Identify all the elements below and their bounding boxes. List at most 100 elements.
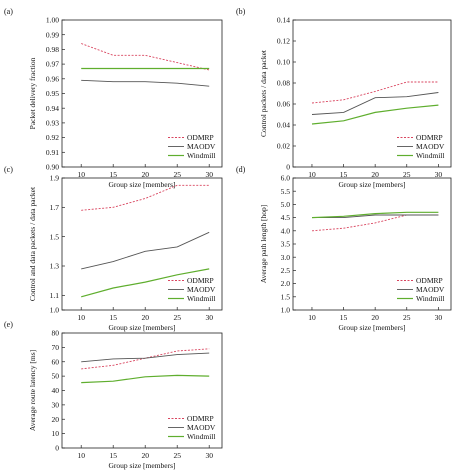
panel-label: (d) bbox=[236, 165, 246, 174]
y-tick-label: 5.0 bbox=[281, 200, 291, 209]
x-tick-label: 30 bbox=[205, 170, 213, 179]
plot-frame bbox=[292, 19, 452, 168]
y-tick-label: 1.5 bbox=[281, 292, 291, 301]
x-tick-label: 15 bbox=[109, 451, 117, 460]
y-axis-label: Control and data packets / data packet bbox=[28, 186, 37, 301]
panel-label: (e) bbox=[4, 320, 13, 329]
legend-label: MAODV bbox=[187, 285, 216, 294]
y-tick-label: 0.06 bbox=[277, 100, 290, 109]
y-tick-label: 0.08 bbox=[277, 79, 290, 88]
chart-panel: (e) 0 10 20 30 40 50 60 70 80 10 15 20 25 30 Group size… bbox=[4, 320, 223, 470]
y-tick-label: 0.91 bbox=[46, 148, 59, 157]
series-line-odmrp bbox=[311, 81, 439, 104]
x-tick-label: 10 bbox=[308, 170, 316, 179]
legend-label: MAODV bbox=[187, 423, 216, 432]
plot-frame bbox=[61, 177, 223, 311]
y-tick-label: 0.99 bbox=[46, 30, 59, 39]
x-axis-label: Group size [members] bbox=[338, 323, 405, 332]
y-axis-label: Control packets / data packet bbox=[259, 49, 268, 137]
x-tick-label: 10 bbox=[77, 170, 85, 179]
x-tick-label: 25 bbox=[173, 451, 181, 460]
y-tick-label: 0.10 bbox=[277, 58, 290, 67]
y-tick-label: 0.12 bbox=[277, 37, 290, 46]
x-tick-label: 15 bbox=[109, 170, 117, 179]
x-axis-label: Group size [members] bbox=[108, 323, 175, 332]
y-axis-label: Average path length [hop] bbox=[259, 205, 268, 283]
y-axis-label: Average route latency [ms] bbox=[28, 350, 37, 431]
y-tick-label: 5.5 bbox=[281, 187, 291, 196]
y-tick-label: 50 bbox=[52, 372, 60, 381]
series-line-maodv bbox=[312, 214, 439, 219]
y-tick-label: 0.90 bbox=[46, 163, 59, 172]
legend-label: Windmill bbox=[187, 432, 215, 441]
y-tick-label: 4.5 bbox=[281, 213, 291, 222]
x-tick-label: 30 bbox=[435, 170, 443, 179]
y-tick-label: 1.7 bbox=[50, 203, 60, 212]
y-tick-label: 2.0 bbox=[281, 279, 291, 288]
y-tick-label: 1.9 bbox=[50, 174, 60, 183]
y-tick-label: 0.94 bbox=[46, 104, 59, 113]
panel-label: (a) bbox=[4, 7, 13, 16]
series-line-windmill bbox=[81, 268, 210, 298]
y-tick-label: 0.02 bbox=[277, 142, 290, 151]
legend-label: Windmill bbox=[416, 151, 444, 160]
x-tick-label: 20 bbox=[141, 451, 149, 460]
legend-label: ODMRP bbox=[416, 276, 443, 285]
x-tick-label: 30 bbox=[205, 451, 213, 460]
x-tick-label: 30 bbox=[205, 313, 213, 322]
legend-label: ODMRP bbox=[187, 414, 214, 423]
y-tick-label: 0.14 bbox=[277, 16, 290, 25]
series-line-windmill bbox=[311, 104, 439, 125]
x-tick-label: 10 bbox=[77, 313, 85, 322]
y-tick-label: 0.97 bbox=[46, 60, 59, 69]
x-tick-label: 20 bbox=[141, 313, 149, 322]
y-tick-label: 0 bbox=[55, 444, 59, 453]
y-tick-label: 0.98 bbox=[46, 45, 59, 54]
y-tick-label: 0 bbox=[286, 163, 290, 172]
x-tick-label: 15 bbox=[109, 313, 117, 322]
y-tick-label: 60 bbox=[52, 357, 60, 366]
y-tick-label: 70 bbox=[52, 343, 60, 352]
y-tick-label: 0.92 bbox=[46, 133, 59, 142]
panel-label: (c) bbox=[4, 165, 13, 174]
x-tick-label: 10 bbox=[308, 313, 316, 322]
legend-label: ODMRP bbox=[416, 133, 443, 142]
y-tick-label: 6.0 bbox=[281, 174, 291, 183]
y-tick-label: 1.0 bbox=[281, 306, 291, 315]
y-tick-label: 0.96 bbox=[46, 74, 59, 83]
y-tick-label: 0.04 bbox=[277, 121, 290, 130]
x-tick-label: 25 bbox=[403, 170, 411, 179]
x-tick-label: 15 bbox=[340, 170, 348, 179]
y-tick-label: 2.5 bbox=[281, 266, 291, 275]
legend-label: ODMRP bbox=[187, 133, 214, 142]
y-tick-label: 20 bbox=[52, 415, 60, 424]
legend-label: Windmill bbox=[187, 151, 215, 160]
y-tick-label: 1.0 bbox=[50, 306, 60, 315]
x-axis-label: Group size [members] bbox=[108, 461, 175, 470]
legend-label: MAODV bbox=[416, 142, 445, 151]
x-tick-label: 10 bbox=[77, 451, 85, 460]
panel-label: (b) bbox=[236, 7, 246, 16]
y-tick-label: 0.93 bbox=[46, 119, 59, 128]
legend-label: Windmill bbox=[416, 294, 444, 303]
series-line-windmill bbox=[81, 374, 210, 384]
y-tick-label: 1.5 bbox=[50, 232, 60, 241]
y-tick-label: 3.5 bbox=[281, 240, 291, 249]
y-axis-label: Packet delivery fraction bbox=[28, 57, 37, 129]
x-tick-label: 20 bbox=[141, 170, 149, 179]
series-line-maodv bbox=[81, 231, 210, 270]
chart-panel: (d) 1.0 1.5 2.0 2.5 3.0 3.5 4.0 4.5 5.0 5.5 6.0 10 15… bbox=[236, 165, 452, 332]
series-line-odmrp bbox=[81, 348, 210, 370]
y-tick-label: 1.00 bbox=[46, 16, 59, 25]
x-tick-label: 20 bbox=[371, 313, 379, 322]
y-tick-label: 1.3 bbox=[50, 262, 60, 271]
series-line-maodv bbox=[81, 79, 210, 87]
x-axis-label: Group size [members] bbox=[108, 180, 175, 189]
legend-label: MAODV bbox=[416, 285, 445, 294]
series-line-maodv bbox=[81, 352, 210, 363]
y-tick-label: 0.95 bbox=[46, 89, 59, 98]
series-line-windmill bbox=[311, 211, 439, 219]
series-line-odmrp bbox=[81, 184, 210, 211]
series-line-maodv bbox=[311, 92, 439, 115]
